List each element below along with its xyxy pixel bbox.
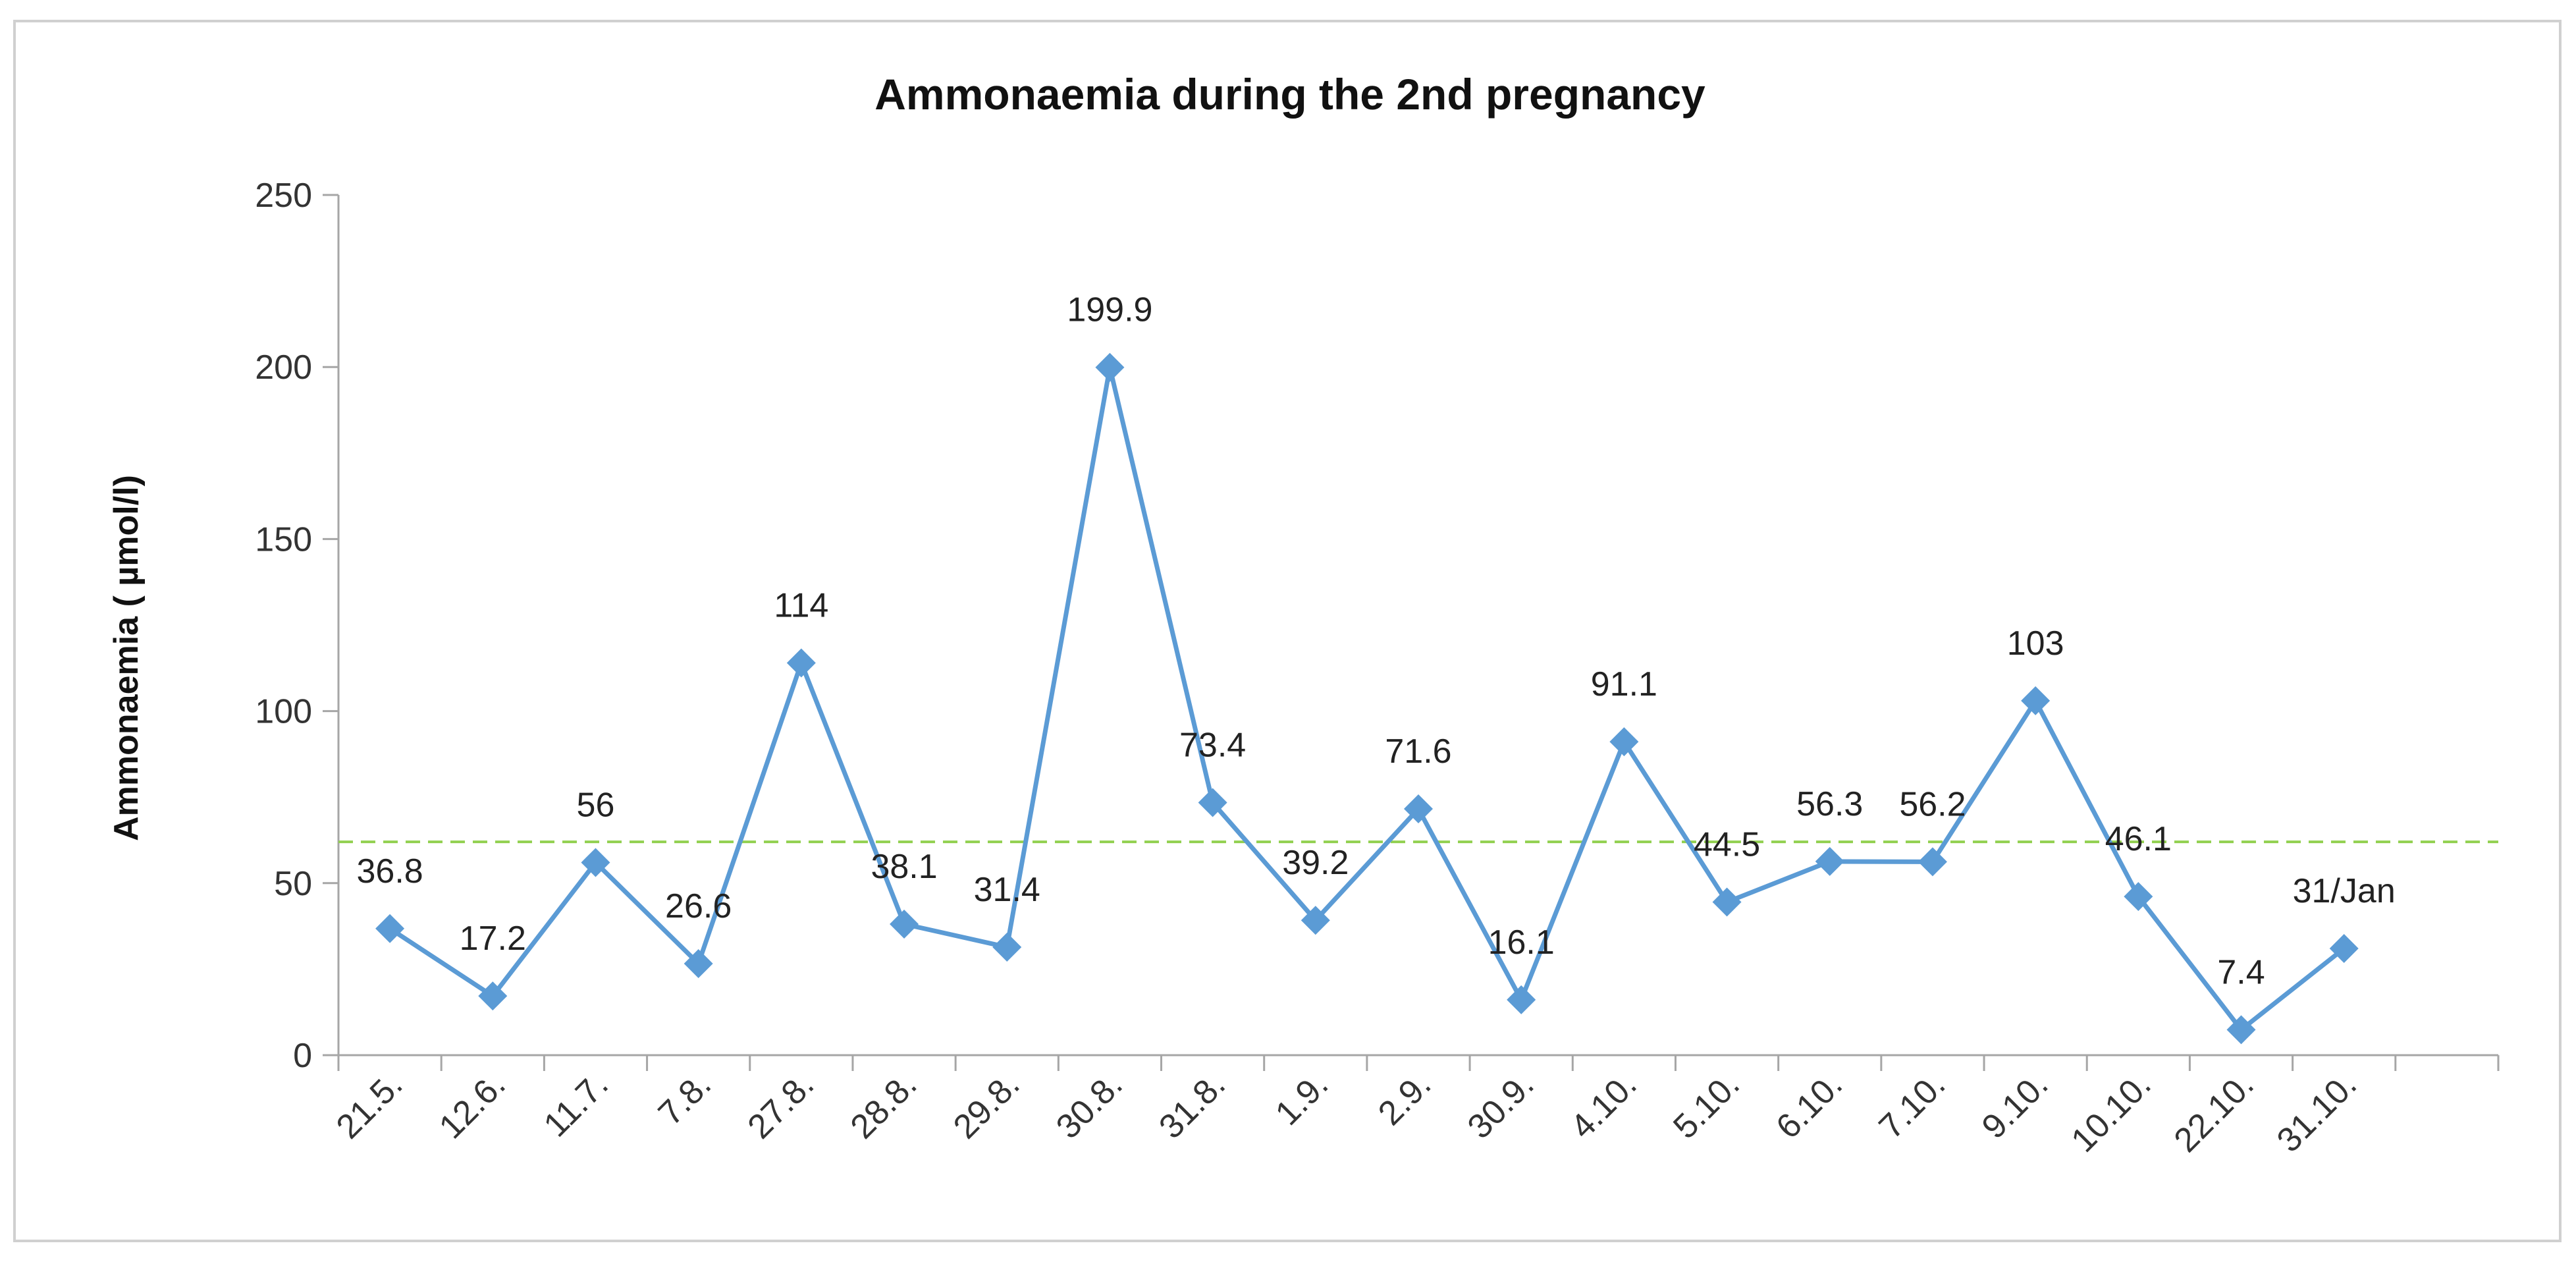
data-label: 199.9	[1067, 291, 1152, 329]
data-point-marker	[1404, 794, 1433, 823]
chart-title: Ammonaemia during the 2nd pregnancy	[874, 70, 1705, 119]
x-tick-label: 7.10.	[1872, 1065, 1953, 1146]
data-label: 56	[577, 786, 615, 824]
y-tick-label: 200	[255, 348, 312, 387]
y-axis-label: Ammonaemia ( µmol/l)	[107, 475, 146, 841]
axes	[323, 194, 2500, 1071]
data-point-marker	[2329, 934, 2359, 964]
tick-labels: 0 50 100 150 200 250 21.5. 12.6. 11.7. 7.8. 27.8. 2…	[255, 177, 2364, 1160]
data-label: 114	[774, 586, 828, 624]
x-tick-label: 31.8.	[1152, 1065, 1233, 1146]
data-point-marker	[2124, 882, 2153, 912]
x-tick-label: 11.7.	[537, 1065, 616, 1144]
x-tick-label: 30.9.	[1461, 1065, 1542, 1146]
data-label: 38.1	[871, 848, 937, 886]
x-tick-label: 27.8.	[741, 1065, 822, 1146]
data-labels: 36.8 17.2 56 26.6 114 38.1 31.4 199.9 73.4 39.2 71…	[356, 291, 2395, 992]
data-point-marker	[478, 981, 508, 1011]
data-label: 39.2	[1282, 844, 1349, 882]
x-tick-label: 2.9.	[1371, 1065, 1438, 1132]
x-tick-label: 4.10.	[1563, 1065, 1644, 1146]
x-tick-label: 12.6.	[432, 1065, 513, 1146]
ammonaemia-line-chart: Ammonaemia during the 2nd pregnancy Ammo…	[107, 70, 2500, 1160]
series-group	[375, 352, 2359, 1045]
data-point-marker	[2021, 686, 2051, 715]
data-point-marker	[1507, 985, 1536, 1014]
data-point-marker	[581, 848, 610, 877]
data-label: 56.3	[1796, 785, 1863, 823]
x-tick-label: 21.5.	[329, 1065, 410, 1146]
data-label: 103	[2007, 624, 2064, 663]
x-tick-label: 10.10.	[2064, 1065, 2159, 1159]
data-point-marker	[2226, 1015, 2256, 1045]
x-tick-label: 31.10.	[2270, 1065, 2364, 1159]
data-label: 31/Jan	[2293, 872, 2396, 910]
y-tick-label: 100	[255, 693, 312, 731]
data-label: 44.5	[1694, 826, 1760, 864]
data-point-marker	[1301, 906, 1330, 935]
x-tick-label: 6.10.	[1769, 1065, 1850, 1146]
data-point-marker	[992, 932, 1022, 962]
data-label: 26.6	[665, 887, 732, 925]
x-tick-label: 28.8.	[844, 1065, 925, 1146]
data-point-marker	[1815, 846, 1844, 876]
y-tick-label: 0	[293, 1037, 312, 1075]
x-tick-label: 29.8.	[946, 1065, 1027, 1146]
y-tick-label: 250	[255, 177, 312, 215]
x-tick-label: 22.10.	[2167, 1065, 2261, 1159]
x-tick-label: 7.8.	[651, 1065, 718, 1132]
data-point-marker	[1095, 352, 1125, 382]
x-tick-label: 30.8.	[1049, 1065, 1130, 1146]
data-label: 46.1	[2105, 820, 2172, 858]
chart-frame: Ammonaemia during the 2nd pregnancy Ammo…	[13, 20, 2562, 1242]
data-point-marker	[375, 914, 405, 943]
data-point-marker	[786, 648, 816, 678]
data-label: 56.2	[1899, 785, 1966, 823]
data-label: 36.8	[356, 852, 423, 891]
data-point-marker	[1198, 788, 1227, 817]
data-point-marker	[1918, 847, 1947, 877]
y-tick-label: 50	[274, 865, 312, 903]
data-label: 73.4	[1179, 727, 1246, 765]
data-point-marker	[684, 949, 713, 979]
series-line	[389, 365, 2346, 1032]
data-label: 17.2	[460, 919, 526, 958]
data-point-marker	[1712, 887, 1742, 917]
x-tick-label: 1.9.	[1268, 1065, 1335, 1132]
data-label: 91.1	[1591, 665, 1657, 703]
y-tick-label: 150	[255, 520, 312, 559]
data-point-marker	[1609, 727, 1639, 757]
data-label: 16.1	[1488, 923, 1555, 962]
data-label: 71.6	[1385, 732, 1451, 771]
x-tick-label: 9.10.	[1975, 1065, 2056, 1146]
data-label: 7.4	[2217, 953, 2265, 991]
x-tick-label: 5.10.	[1666, 1065, 1747, 1146]
data-label: 31.4	[974, 871, 1040, 909]
data-point-marker	[890, 909, 919, 939]
